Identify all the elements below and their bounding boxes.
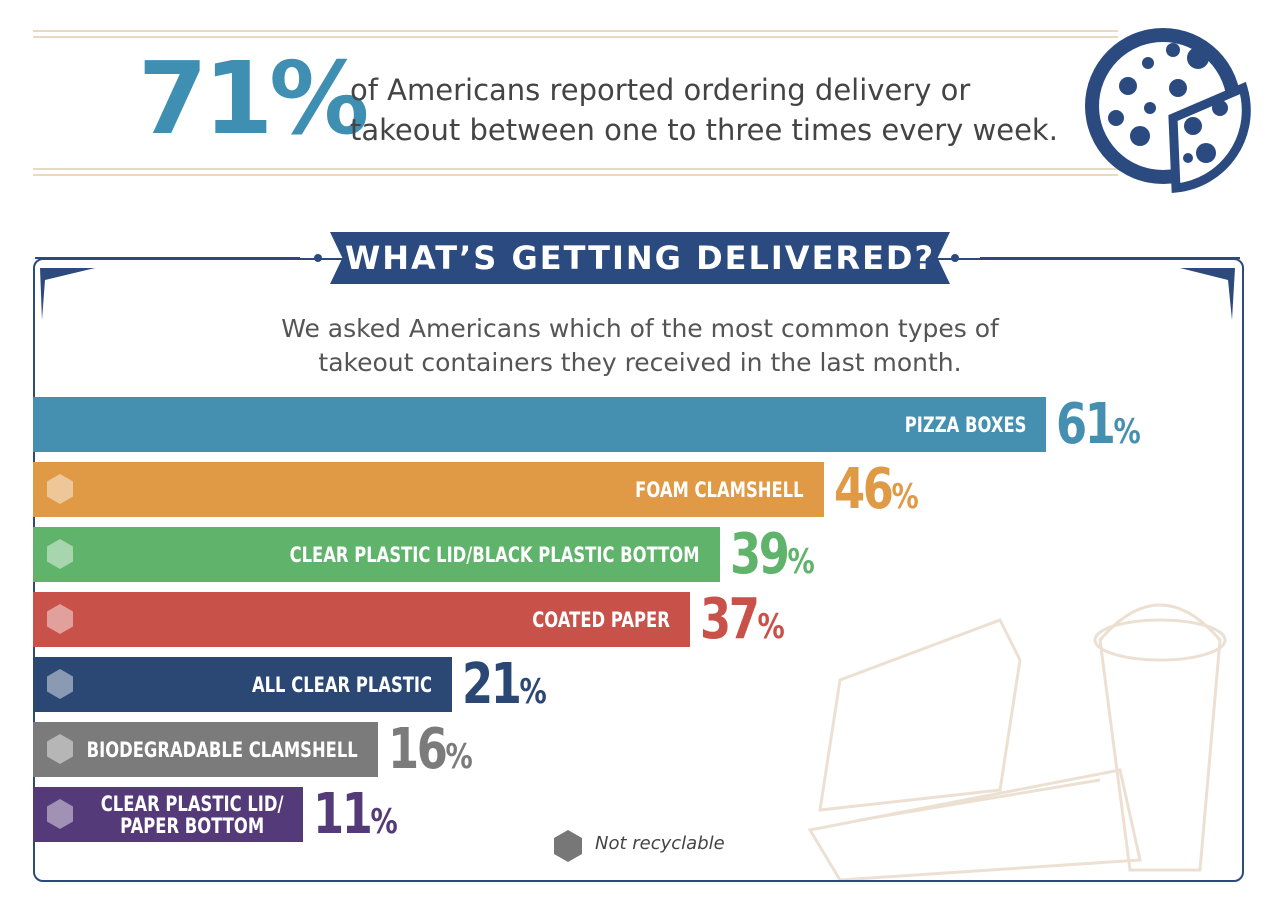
value-label: 39% [729,522,815,587]
hexagon [47,734,73,764]
category-label: COATED PAPER [532,607,670,632]
chart-subtitle: We asked Americans which of the most com… [281,314,999,377]
legend-swatch [554,830,582,862]
value-label: 16% [387,717,473,782]
not-recyclable-icon [47,734,73,764]
hexagon [47,799,73,829]
not-recyclable-icon [47,669,73,699]
hexagon [47,474,73,504]
category-label: PIZZA BOXES [904,412,1027,437]
value-label: 37% [699,587,785,652]
pizza-icon [1085,28,1251,193]
rule [33,168,1118,170]
value-label: 11% [313,782,399,847]
stat-text: of Americans reported ordering delivery … [350,73,1058,147]
bar [33,657,453,712]
bar [33,592,690,647]
category-label: FOAM CLAMSHELL [635,477,804,502]
value-label: 61% [1056,392,1142,457]
rule [33,36,1118,38]
not-recyclable-icon [47,474,73,504]
panel-decor [35,254,1240,320]
not-recyclable-icon [47,539,73,569]
rule [33,30,1118,32]
value-label: 46% [833,457,919,522]
stat-value: 71% [138,40,369,157]
not-recyclable-icon [47,604,73,634]
not-recyclable-icon [47,799,73,829]
category-label: CLEAR PLASTIC LID/ PAPER BOTTOM [100,791,284,838]
hexagon [47,539,73,569]
value-label: 21% [462,652,547,717]
category-label: CLEAR PLASTIC LID/BLACK PLASTIC BOTTOM [289,542,700,567]
bar [33,462,824,517]
bar [33,527,720,582]
bar [33,397,1047,452]
container-illustration [807,603,1227,880]
bar [33,722,378,777]
hexagon [47,669,73,699]
legend-label: Not recyclable [595,833,725,854]
category-label: BIODEGRADABLE CLAMSHELL [86,737,358,762]
bar [33,787,304,842]
chart-title: WHAT’S GETTING DELIVERED? [330,232,950,284]
hexagon [47,604,73,634]
category-label: ALL CLEAR PLASTIC [251,672,433,697]
rule [33,174,1118,176]
